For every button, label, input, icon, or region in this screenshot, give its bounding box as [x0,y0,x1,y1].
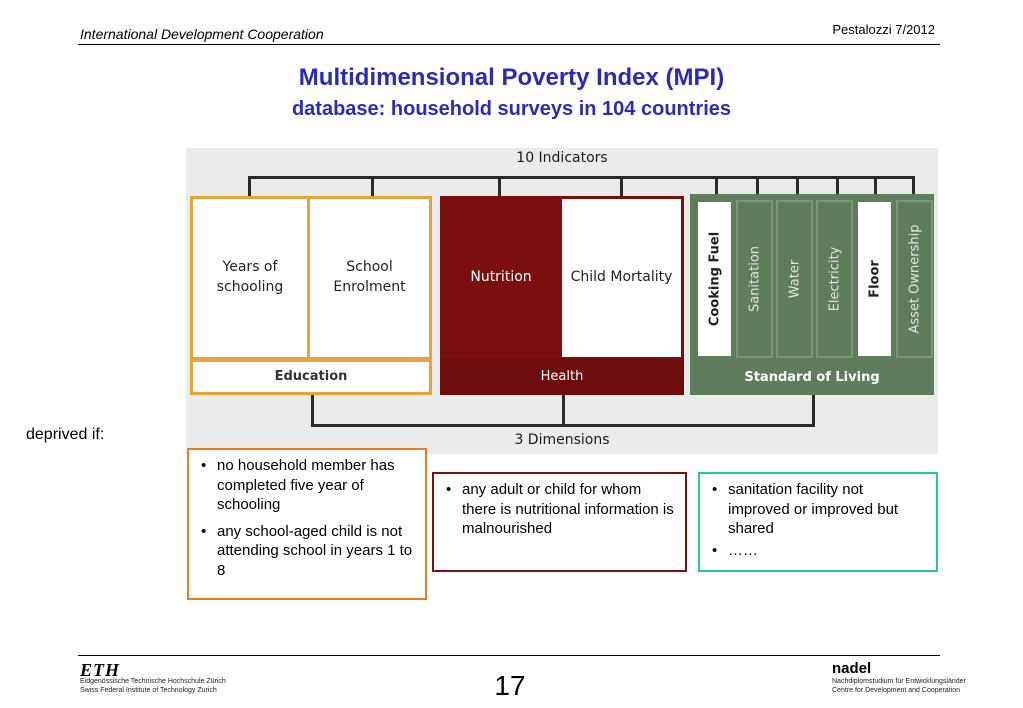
top-connector [248,176,912,179]
connector [796,176,799,198]
deprived-label: deprived if: [26,426,105,443]
criteria-item: any school-aged child is not attending s… [197,522,417,581]
indicator-cooking-fuel: Cooking Fuel [696,200,733,358]
indicator-school-enrolment: School Enrolment [307,196,432,360]
indicator-label: Cooking Fuel [707,231,722,327]
connector [874,176,877,198]
connector [562,395,565,425]
connector [812,395,815,425]
slide-title: Multidimensional Poverty Index (MPI) [298,64,725,91]
indicator-nutrition: Nutrition [440,196,562,360]
indicator-label: Water [787,259,802,299]
connector [248,176,251,198]
page-number: 17 [494,670,526,701]
criteria-health-box: any adult or child for whom there is nut… [432,472,687,572]
header-left-text: International Development Cooperation [80,26,324,42]
dimension-education: Education [190,359,432,395]
header-divider [78,44,940,45]
footer-divider [78,655,940,656]
indicator-label: Asset Ownership [907,224,922,334]
indicator-years-of-schooling: Years of schooling [190,196,310,360]
dimensions-label: 3 Dimensions [514,432,610,448]
eth-subtitle-2: Swiss Federal Institute of Technology Zu… [80,687,217,694]
indicators-label: 10 Indicators [516,150,608,166]
indicator-electricity: Electricity [816,200,853,358]
slide-subtitle: database: household surveys in 104 count… [291,98,732,120]
nadel-subtitle-2: Centre for Development and Cooperation [832,687,961,694]
indicator-label: Electricity [827,246,842,312]
criteria-standard-of-living-box: sanitation facility not improved or impr… [698,472,938,572]
eth-subtitle-1: Eidgenössische Technische Hochschule Zür… [80,678,226,685]
criteria-education-box: no household member has completed five y… [187,448,427,600]
indicator-floor: Floor [856,200,893,358]
connector [620,176,623,198]
connector [371,176,374,198]
dimension-standard-of-living: Standard of Living [690,362,934,395]
bottom-connector [311,424,815,427]
criteria-item: any adult or child for whom there is nut… [442,480,677,539]
indicator-child-mortality: Child Mortality [559,196,684,360]
eth-logo: ETH [80,660,121,680]
indicator-label: Sanitation [747,245,762,313]
indicator-asset-ownership: Asset Ownership [896,200,933,358]
mpi-diagram: 10 Indicators Years of schooling School … [186,148,938,454]
nadel-logo: nadel [832,660,872,677]
header-right-text: Pestalozzi 7/2012 [832,22,935,37]
connector [311,395,314,425]
dimension-health: Health [440,359,684,395]
criteria-item: …… [708,541,928,561]
indicator-water: Water [776,200,813,358]
indicator-label: Floor [867,260,882,298]
connector [498,176,501,198]
connector [836,176,839,198]
indicator-sanitation: Sanitation [736,200,773,358]
connector [715,176,718,198]
connector [756,176,759,198]
criteria-item: no household member has completed five y… [197,456,417,515]
criteria-item: sanitation facility not improved or impr… [708,480,928,539]
connector [912,176,915,198]
nadel-subtitle-1: Nachdiplomstudium für Entwicklungsländer [832,678,966,685]
